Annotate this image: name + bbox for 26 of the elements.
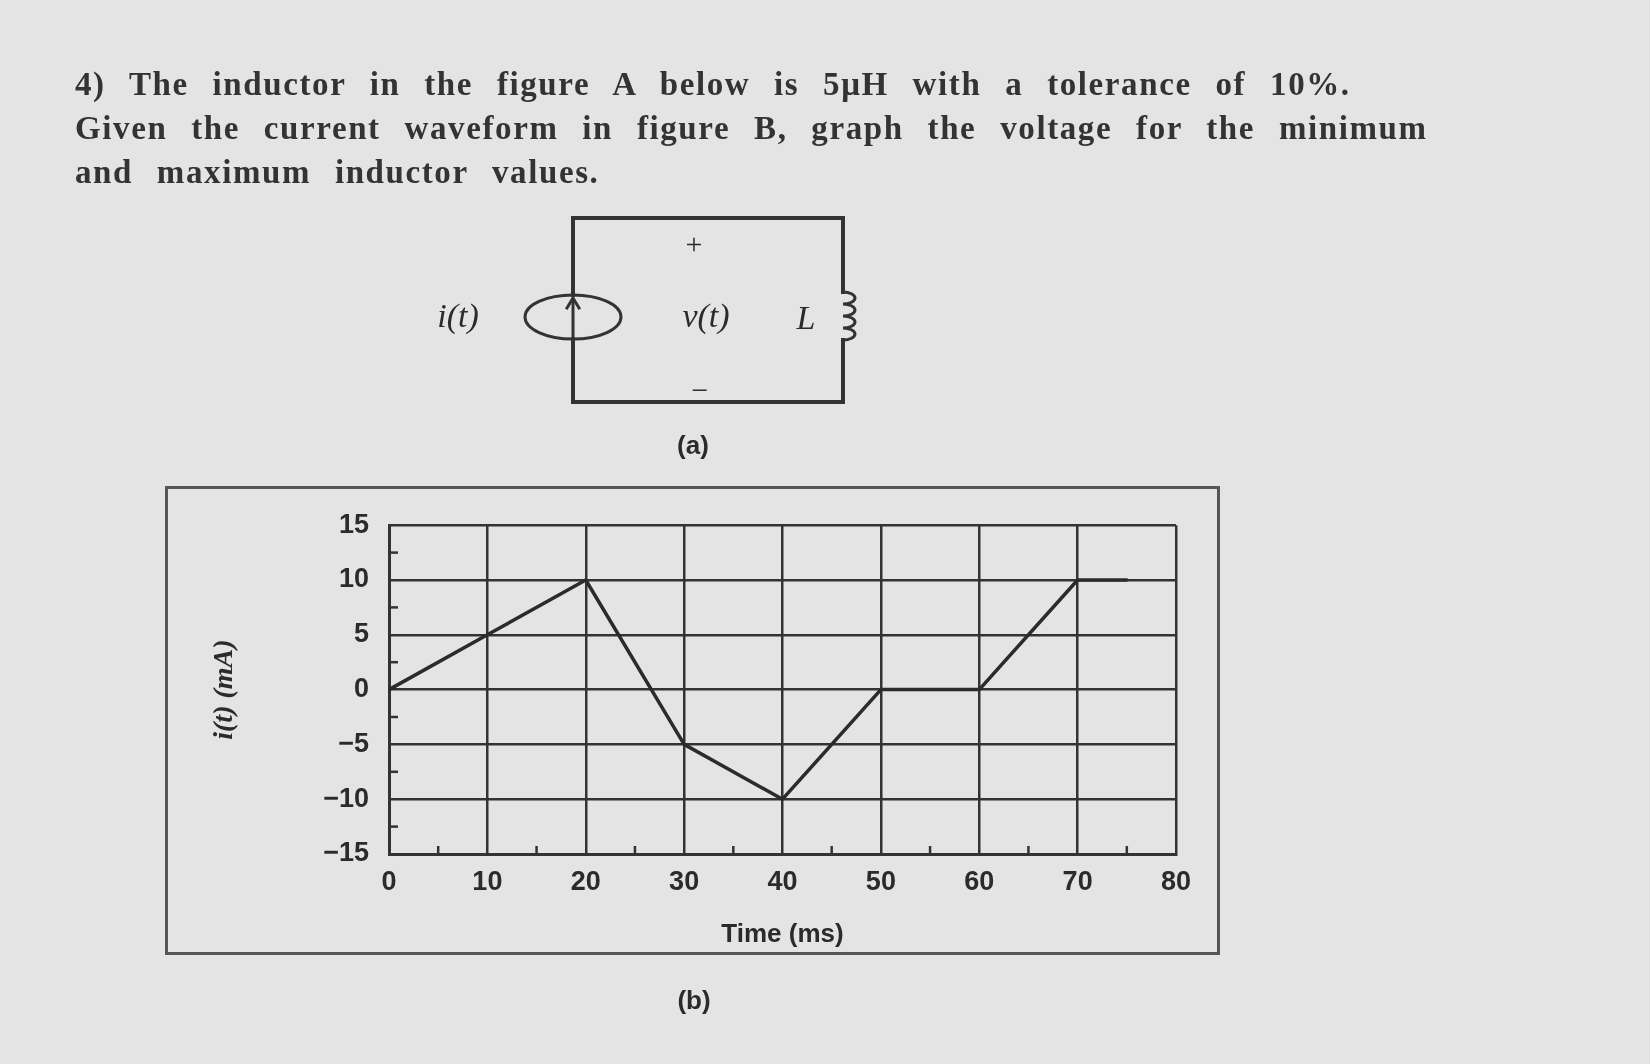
x-axis-title: Time (ms) — [721, 917, 844, 948]
text: i(t) — [437, 297, 479, 335]
x-tick-label: 40 — [767, 865, 798, 896]
text: + — [685, 227, 703, 261]
y-axis-title: i(t) (mA) — [207, 639, 239, 740]
chart-title: 4) The inductor in the figure A below is 5μH with a tolerance of 10%. Given the current waveform in figure B, graph the voltage for the minimum and maximum inductor values. — [75, 65, 1429, 192]
text: − — [691, 373, 709, 407]
x-tick-label: 20 — [570, 865, 601, 896]
text: (b) — [677, 984, 711, 1016]
x-tick-label: 10 — [472, 865, 503, 896]
x-tick-label: 60 — [964, 865, 995, 896]
y-tick-label: −15 — [323, 837, 369, 868]
x-tick-label: 0 — [381, 865, 397, 896]
text: v(t) — [682, 297, 730, 335]
text: L — [796, 299, 816, 337]
y-tick-label: 15 — [338, 508, 369, 539]
y-tick-label: 10 — [338, 563, 369, 594]
y-tick-label: −10 — [323, 782, 369, 813]
x-tick-label: 30 — [669, 865, 700, 896]
y-tick-label: −5 — [338, 727, 369, 758]
y-tick-label: 0 — [353, 673, 369, 704]
y-tick-label: 5 — [353, 618, 369, 649]
x-tick-label: 80 — [1160, 865, 1192, 896]
x-tick-label: 50 — [865, 865, 896, 896]
x-tick-label: 70 — [1062, 865, 1093, 896]
text: (a) — [677, 429, 709, 461]
